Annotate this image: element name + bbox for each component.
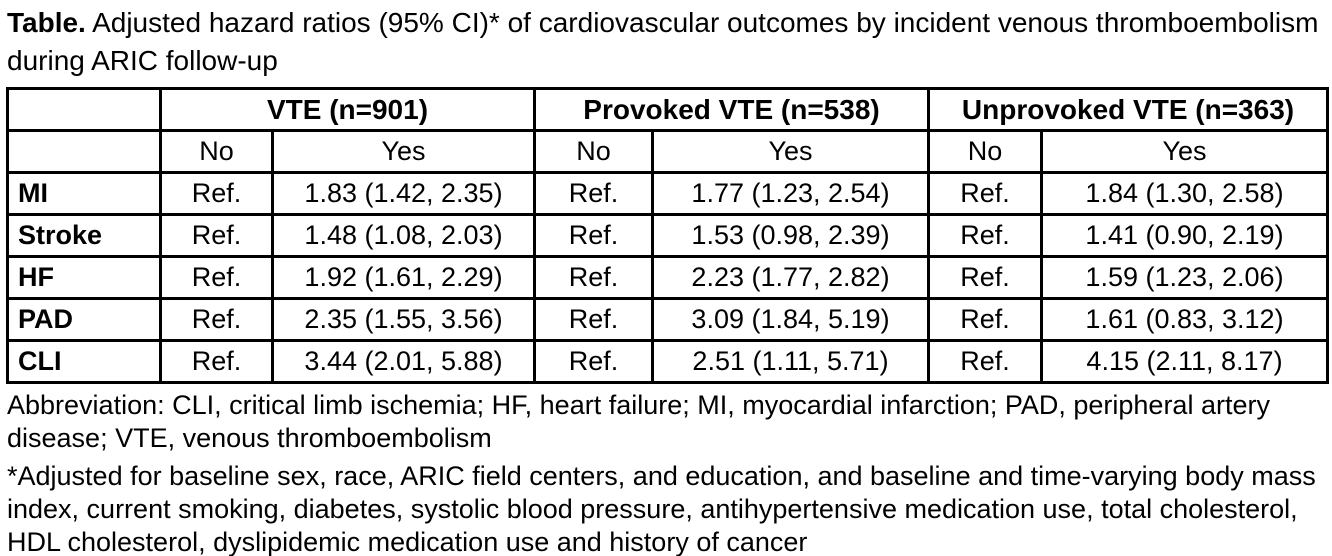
cell-mi-unprovoked-no: Ref. xyxy=(927,171,1043,216)
group-header-provoked-vte: Provoked VTE (n=538) xyxy=(533,87,930,132)
cell-cli-unprovoked-yes: 4.15 (2.11, 8.17) xyxy=(1040,339,1329,384)
cell-pad-vte-yes: 2.35 (1.55, 3.56) xyxy=(271,297,536,342)
cell-hf-provoked-yes: 2.23 (1.77, 2.82) xyxy=(651,255,930,300)
table-row-mi: MI Ref. 1.83 (1.42, 2.35) Ref. 1.77 (1.2… xyxy=(6,171,1329,216)
caption-text: Adjusted hazard ratios (95% CI)* of card… xyxy=(7,7,1319,76)
cell-hf-unprovoked-yes: 1.59 (1.23, 2.06) xyxy=(1040,255,1329,300)
cell-cli-vte-no: Ref. xyxy=(159,339,274,384)
cell-hf-unprovoked-no: Ref. xyxy=(927,255,1043,300)
cell-stroke-provoked-no: Ref. xyxy=(533,213,654,258)
row-label-cli: CLI xyxy=(6,339,162,384)
footnote-abbreviations: Abbreviation: CLI, critical limb ischemi… xyxy=(7,390,1270,453)
cell-cli-provoked-no: Ref. xyxy=(533,339,654,384)
subheader-provoked-no: No xyxy=(533,129,654,174)
table-row-pad: PAD Ref. 2.35 (1.55, 3.56) Ref. 3.09 (1.… xyxy=(6,297,1329,342)
cell-pad-unprovoked-yes: 1.61 (0.83, 3.12) xyxy=(1040,297,1329,342)
cell-cli-unprovoked-no: Ref. xyxy=(927,339,1043,384)
caption-prefix: Table. xyxy=(7,7,86,38)
subheader-vte-no: No xyxy=(159,129,274,174)
cell-stroke-vte-yes: 1.48 (1.08, 2.03) xyxy=(271,213,536,258)
cell-mi-provoked-no: Ref. xyxy=(533,171,654,216)
cell-stroke-vte-no: Ref. xyxy=(159,213,274,258)
cell-mi-vte-yes: 1.83 (1.42, 2.35) xyxy=(271,171,536,216)
row-label-mi: MI xyxy=(6,171,162,216)
cell-stroke-provoked-yes: 1.53 (0.98, 2.39) xyxy=(651,213,930,258)
cell-stroke-unprovoked-no: Ref. xyxy=(927,213,1043,258)
row-label-pad: PAD xyxy=(6,297,162,342)
subheader-provoked-yes: Yes xyxy=(651,129,930,174)
cell-cli-vte-yes: 3.44 (2.01, 5.88) xyxy=(271,339,536,384)
table-row-hf: HF Ref. 1.92 (1.61, 2.29) Ref. 2.23 (1.7… xyxy=(6,255,1329,300)
cell-mi-vte-no: Ref. xyxy=(159,171,274,216)
cell-stroke-unprovoked-yes: 1.41 (0.90, 2.19) xyxy=(1040,213,1329,258)
subheader-vte-yes: Yes xyxy=(271,129,536,174)
table-caption: Table. Adjusted hazard ratios (95% CI)* … xyxy=(7,4,1323,80)
hazard-ratio-table: VTE (n=901) Provoked VTE (n=538) Unprovo… xyxy=(6,87,1329,384)
cell-pad-unprovoked-no: Ref. xyxy=(927,297,1043,342)
corner-blank-cell xyxy=(6,87,162,132)
cell-cli-provoked-yes: 2.51 (1.11, 5.71) xyxy=(651,339,930,384)
cell-pad-provoked-yes: 3.09 (1.84, 5.19) xyxy=(651,297,930,342)
footnote-adjustment: *Adjusted for baseline sex, race, ARIC f… xyxy=(7,461,1316,556)
group-header-row: VTE (n=901) Provoked VTE (n=538) Unprovo… xyxy=(6,87,1329,132)
subheader-unprovoked-yes: Yes xyxy=(1040,129,1329,174)
group-header-unprovoked-vte: Unprovoked VTE (n=363) xyxy=(927,87,1329,132)
cell-mi-unprovoked-yes: 1.84 (1.30, 2.58) xyxy=(1040,171,1329,216)
subheader-blank-cell xyxy=(6,129,162,174)
cell-hf-provoked-no: Ref. xyxy=(533,255,654,300)
cell-pad-provoked-no: Ref. xyxy=(533,297,654,342)
cell-pad-vte-no: Ref. xyxy=(159,297,274,342)
row-label-stroke: Stroke xyxy=(6,213,162,258)
cell-mi-provoked-yes: 1.77 (1.23, 2.54) xyxy=(651,171,930,216)
subheader-unprovoked-no: No xyxy=(927,129,1043,174)
row-label-hf: HF xyxy=(6,255,162,300)
cell-hf-vte-no: Ref. xyxy=(159,255,274,300)
cell-hf-vte-yes: 1.92 (1.61, 2.29) xyxy=(271,255,536,300)
group-header-vte: VTE (n=901) xyxy=(159,87,536,132)
table-row-stroke: Stroke Ref. 1.48 (1.08, 2.03) Ref. 1.53 … xyxy=(6,213,1329,258)
table-row-cli: CLI Ref. 3.44 (2.01, 5.88) Ref. 2.51 (1.… xyxy=(6,339,1329,384)
sub-header-row: No Yes No Yes No Yes xyxy=(6,129,1329,174)
